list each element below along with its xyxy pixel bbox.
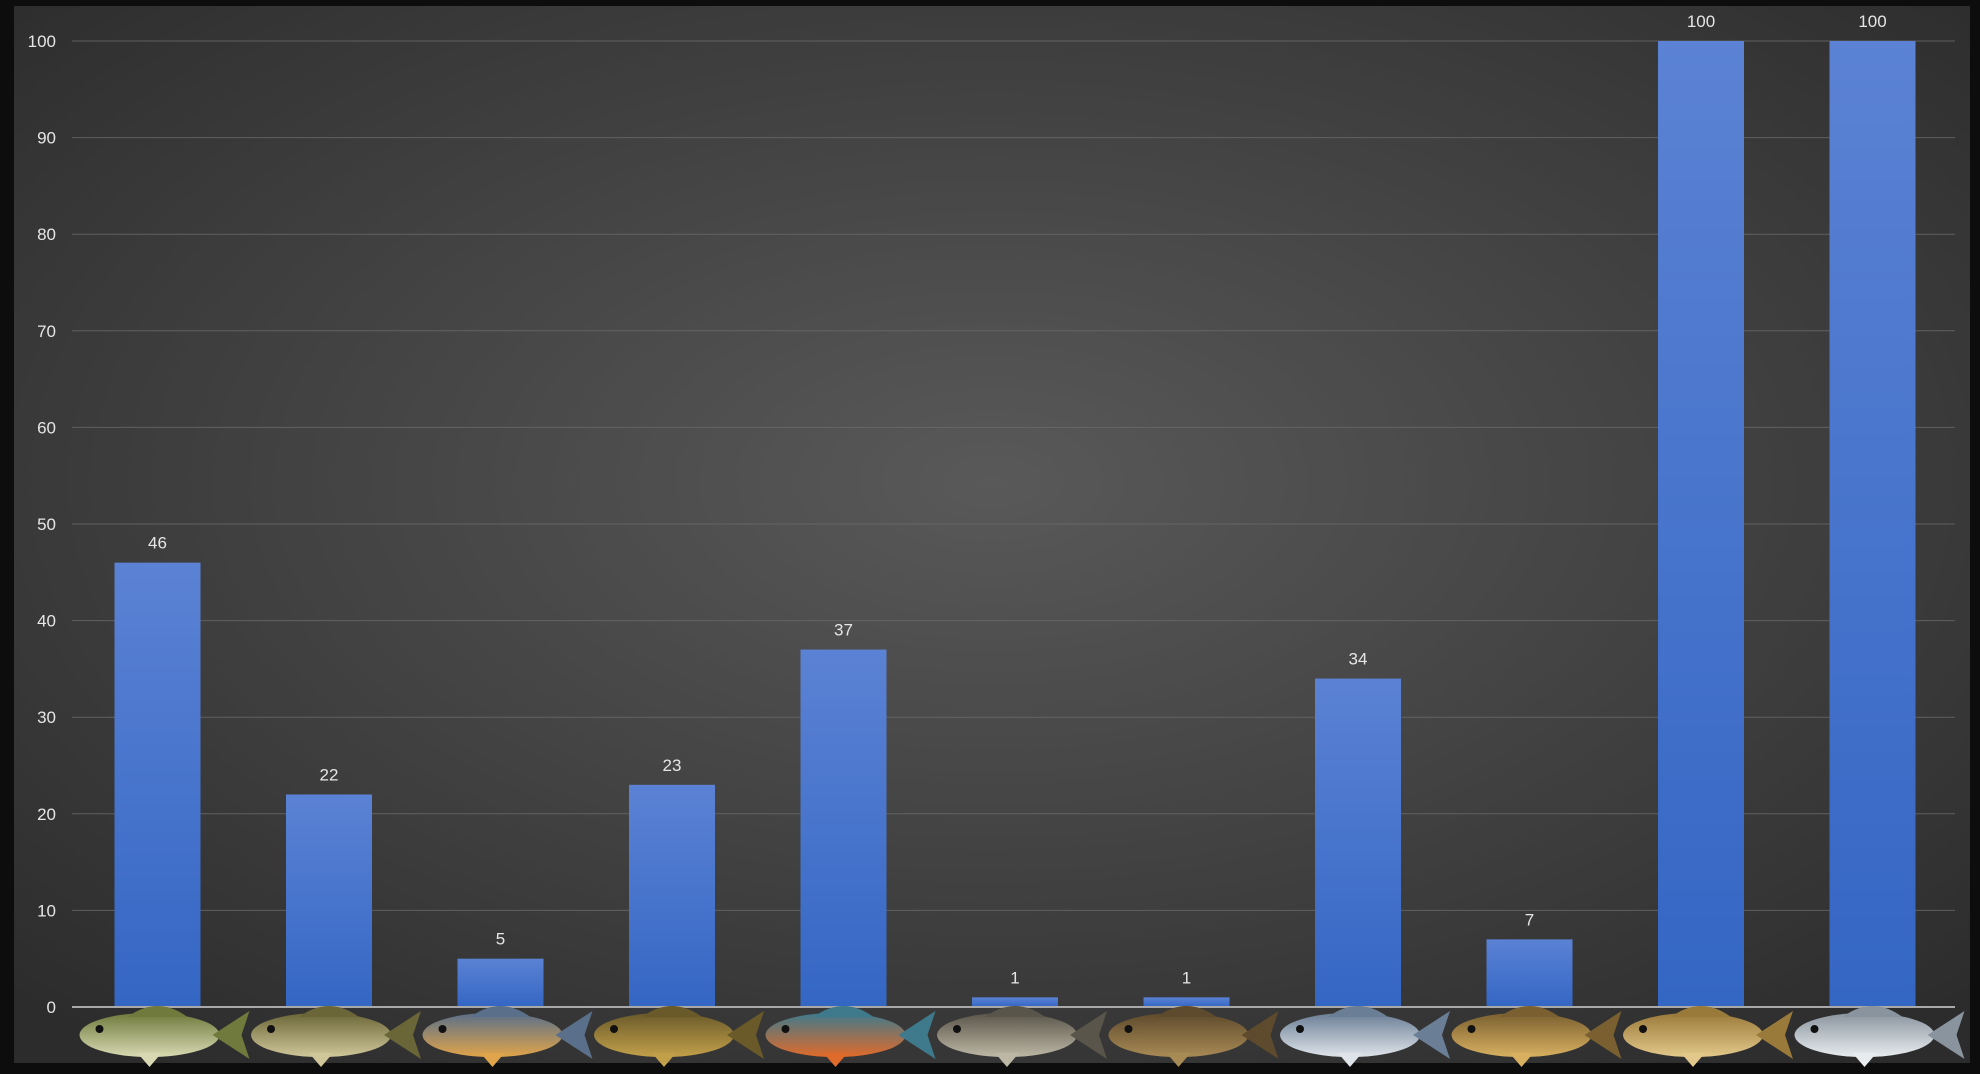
data-label: 1 <box>1182 968 1191 987</box>
y-tick-label: 80 <box>37 225 56 244</box>
bars <box>114 41 1916 1007</box>
bar <box>1829 41 1916 1007</box>
data-label: 23 <box>663 756 682 775</box>
bar <box>972 997 1058 1007</box>
bar <box>457 958 544 1007</box>
largemouth-bass-fish-icon <box>79 1006 250 1067</box>
y-tick-label: 90 <box>37 129 56 148</box>
y-tick-label: 60 <box>37 418 56 437</box>
y-tick-label: 30 <box>37 708 56 727</box>
data-label: 46 <box>148 534 167 553</box>
data-label: 37 <box>834 621 853 640</box>
data-label: 100 <box>1687 12 1715 31</box>
bar <box>1658 41 1744 1007</box>
y-tick-label: 50 <box>37 515 56 534</box>
bar <box>629 784 715 1007</box>
data-label: 22 <box>320 765 339 784</box>
data-label: 1 <box>1010 968 1019 987</box>
gridlines <box>72 40 1955 911</box>
warmouth-fish-icon <box>594 1006 764 1067</box>
bar <box>800 649 887 1007</box>
bullhead-catfish-fish-icon <box>1108 1006 1279 1067</box>
spotted-bass-fish-icon <box>251 1006 421 1067</box>
y-tick-label: 10 <box>37 901 56 920</box>
golden-shiner-fish-icon <box>1623 1006 1793 1067</box>
y-tick-label: 20 <box>37 805 56 824</box>
data-label: 100 <box>1858 12 1886 31</box>
data-label: 7 <box>1525 910 1534 929</box>
striped-bass-fish-icon <box>1280 1006 1450 1067</box>
bar <box>286 794 372 1007</box>
y-axis-ticks: 0 10 20 30 40 50 60 70 80 90 100 <box>28 32 56 1017</box>
y-tick-label: 0 <box>47 998 56 1017</box>
bar <box>1486 939 1573 1007</box>
common-carp-fish-icon <box>1451 1006 1622 1067</box>
bluegill-fish-icon <box>422 1006 593 1067</box>
data-label: 34 <box>1349 650 1368 669</box>
channel-catfish-fish-icon <box>937 1006 1107 1067</box>
gizzard-shad-fish-icon <box>1794 1006 1965 1067</box>
category-icons <box>79 1006 1965 1067</box>
bar <box>1315 678 1401 1007</box>
bar <box>114 562 201 1007</box>
data-label: 5 <box>496 930 505 949</box>
y-tick-label: 40 <box>37 612 56 631</box>
data-labels: 46 22 5 23 37 1 1 34 7 100 100 <box>148 12 1887 987</box>
y-tick-label: 100 <box>28 32 56 51</box>
longear-sunfish-fish-icon <box>765 1006 936 1067</box>
y-tick-label: 70 <box>37 322 56 341</box>
bar <box>1143 997 1230 1007</box>
